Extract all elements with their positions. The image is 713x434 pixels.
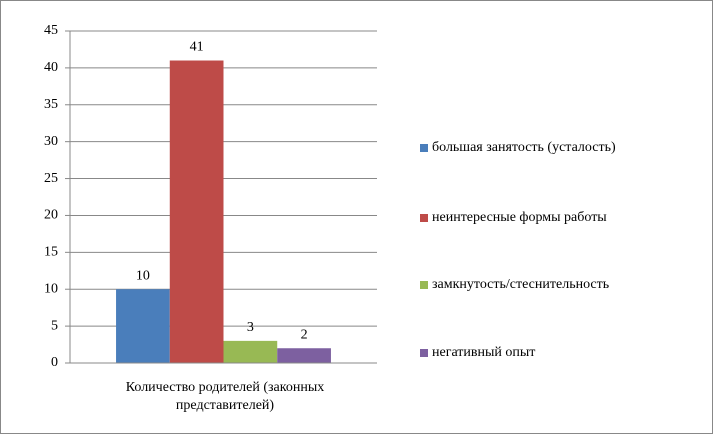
bar — [169, 60, 224, 364]
legend-swatch — [420, 214, 428, 222]
legend-swatch — [420, 144, 428, 152]
legend-swatch — [420, 281, 428, 289]
legend-label: замкнутость/стеснительность — [432, 277, 609, 292]
y-tick-label: 25 — [44, 171, 58, 186]
data-label: 3 — [247, 320, 254, 335]
y-tick-label: 35 — [44, 97, 58, 112]
bar — [116, 289, 170, 363]
bar — [277, 348, 331, 363]
y-tick-label: 30 — [44, 134, 58, 149]
y-tick-label: 40 — [44, 60, 58, 75]
y-tick-label: 5 — [51, 318, 58, 333]
legend-label: большая занятость (усталость) — [432, 140, 616, 155]
legend-swatch — [420, 349, 428, 357]
y-tick-label: 45 — [44, 23, 58, 38]
y-tick-label: 0 — [51, 355, 58, 370]
data-label: 10 — [136, 268, 150, 283]
y-tick-label: 15 — [44, 245, 58, 260]
legend-label: неинтересные формы работы — [432, 210, 607, 225]
x-tick-label: Количество родителей (законных представи… — [125, 380, 325, 413]
data-label: 41 — [190, 40, 204, 55]
legend-label: негативный опыт — [432, 345, 535, 360]
bar — [223, 340, 278, 363]
y-tick-label: 10 — [44, 281, 58, 296]
y-tick-label: 20 — [44, 208, 58, 223]
data-label: 2 — [301, 327, 308, 342]
